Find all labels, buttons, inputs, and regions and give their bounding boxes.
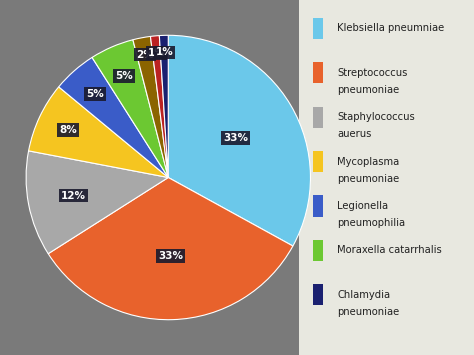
Text: Legionella: Legionella <box>337 201 388 211</box>
Text: Staphylococcus: Staphylococcus <box>337 112 415 122</box>
Text: Klebsiella pneumniae: Klebsiella pneumniae <box>337 23 445 33</box>
FancyBboxPatch shape <box>313 195 323 217</box>
FancyBboxPatch shape <box>313 62 323 83</box>
Text: 5%: 5% <box>115 71 133 81</box>
FancyBboxPatch shape <box>313 106 323 128</box>
FancyBboxPatch shape <box>313 284 323 305</box>
Wedge shape <box>26 151 168 254</box>
Text: 12%: 12% <box>61 191 86 201</box>
Text: pneumoniae: pneumoniae <box>337 307 400 317</box>
Text: Streptococcus: Streptococcus <box>337 68 408 78</box>
Text: pneumoniae: pneumoniae <box>337 85 400 95</box>
Text: 33%: 33% <box>158 251 183 261</box>
Text: Mycoplasma: Mycoplasma <box>337 157 400 166</box>
Wedge shape <box>59 58 168 178</box>
Text: 1%: 1% <box>155 48 173 58</box>
Wedge shape <box>92 40 168 178</box>
Text: pneumoniae: pneumoniae <box>337 174 400 184</box>
Wedge shape <box>48 178 293 320</box>
FancyBboxPatch shape <box>313 240 323 261</box>
Text: pneumophilia: pneumophilia <box>337 218 405 228</box>
Text: 33%: 33% <box>223 133 248 143</box>
Wedge shape <box>150 36 168 178</box>
FancyBboxPatch shape <box>313 18 323 39</box>
Text: Moraxella catarrhalis: Moraxella catarrhalis <box>337 245 442 255</box>
Text: 2%: 2% <box>136 50 154 60</box>
Wedge shape <box>168 35 310 246</box>
Text: 1%: 1% <box>147 48 165 58</box>
Text: 8%: 8% <box>59 125 77 135</box>
FancyBboxPatch shape <box>313 151 323 172</box>
Text: auerus: auerus <box>337 129 372 139</box>
Wedge shape <box>159 35 168 178</box>
Text: Chlamydia: Chlamydia <box>337 290 390 300</box>
Text: 5%: 5% <box>86 89 104 99</box>
Wedge shape <box>28 87 168 178</box>
Wedge shape <box>133 37 168 178</box>
